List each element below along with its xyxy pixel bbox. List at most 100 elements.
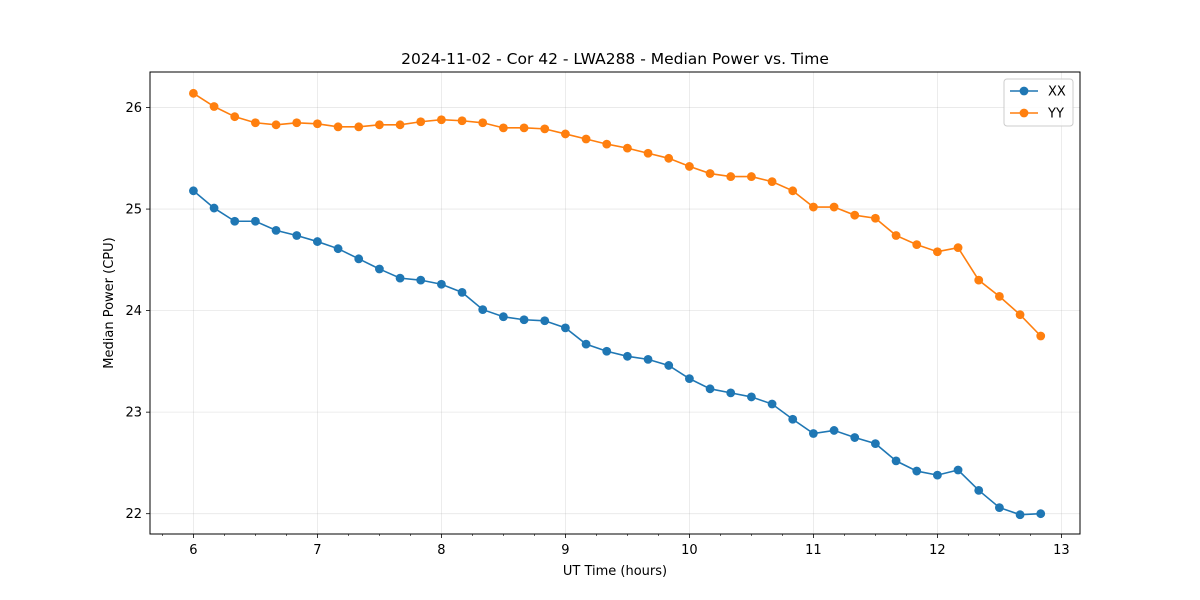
- data-point-yy: [292, 118, 302, 128]
- data-point-yy: [685, 162, 694, 171]
- data-point-yy: [519, 123, 529, 133]
- x-tick-label: 11: [805, 543, 822, 558]
- series-line-yy: [192, 92, 1042, 337]
- data-point-yy: [788, 186, 798, 196]
- data-point-yy: [457, 116, 467, 126]
- data-point-xx: [519, 315, 529, 325]
- data-point-xx: [850, 433, 860, 442]
- legend-label: XX: [1048, 85, 1066, 100]
- data-point-xx: [788, 414, 798, 424]
- data-point-yy: [478, 118, 488, 128]
- data-point-yy: [871, 213, 880, 223]
- data-point-xx: [747, 392, 756, 402]
- data-point-xx: [333, 244, 343, 254]
- data-point-xx: [685, 374, 694, 384]
- data-point-xx: [478, 305, 488, 314]
- y-tick-label: 23: [125, 406, 142, 421]
- data-point-yy: [933, 247, 942, 257]
- data-point-yy: [891, 231, 901, 240]
- y-tick-label: 25: [125, 203, 142, 218]
- data-point-xx: [292, 231, 302, 240]
- plot-frame: [149, 71, 1081, 535]
- data-point-yy: [354, 122, 364, 132]
- data-point-yy: [313, 119, 322, 129]
- data-point-yy: [809, 202, 818, 212]
- data-point-yy: [747, 172, 756, 181]
- x-tick-label: 12: [929, 543, 946, 558]
- data-point-yy: [1036, 331, 1046, 341]
- data-point-xx: [437, 279, 446, 289]
- legend-marker: [1019, 108, 1029, 118]
- data-point-xx: [271, 226, 281, 235]
- data-point-xx: [974, 485, 984, 495]
- data-point-xx: [499, 312, 508, 322]
- data-point-yy: [333, 122, 343, 132]
- data-point-yy: [581, 134, 591, 144]
- data-point-xx: [933, 470, 942, 480]
- legend-item-xx: XX: [1010, 85, 1066, 100]
- y-tick-label: 26: [125, 101, 142, 116]
- series-yy: [189, 88, 1046, 341]
- data-point-yy: [1015, 310, 1025, 320]
- data-point-xx: [602, 346, 612, 356]
- data-point-xx: [251, 216, 260, 226]
- data-point-xx: [230, 216, 240, 226]
- data-point-xx: [1036, 509, 1046, 519]
- data-point-xx: [829, 426, 839, 435]
- x-tick-label: 9: [561, 543, 569, 558]
- data-point-xx: [623, 351, 632, 361]
- legend-marker: [1019, 86, 1029, 96]
- data-point-xx: [871, 439, 880, 449]
- data-point-xx: [1015, 510, 1025, 520]
- data-point-yy: [416, 117, 426, 127]
- legend: XX YY: [1003, 78, 1074, 127]
- data-point-xx: [809, 429, 818, 438]
- data-point-xx: [375, 264, 384, 274]
- x-tick-label: 6: [189, 543, 197, 558]
- data-point-yy: [251, 118, 260, 128]
- data-point-yy: [705, 169, 715, 178]
- data-point-xx: [416, 275, 426, 285]
- data-point-yy: [767, 177, 777, 187]
- data-point-yy: [499, 123, 508, 133]
- data-point-xx: [561, 323, 570, 333]
- data-point-yy: [540, 124, 550, 134]
- y-axis-label: Median Power (CPU): [102, 237, 117, 368]
- data-point-xx: [891, 456, 901, 466]
- data-point-yy: [230, 112, 240, 122]
- legend-item-yy: YY: [1010, 107, 1064, 122]
- data-point-yy: [974, 275, 984, 285]
- x-tick-label: 8: [437, 543, 445, 558]
- data-point-xx: [767, 399, 777, 409]
- chart-title: 2024-11-02 - Cor 42 - LWA288 - Median Po…: [401, 50, 829, 68]
- data-point-xx: [354, 254, 364, 264]
- data-point-yy: [850, 210, 860, 220]
- data-point-yy: [602, 139, 612, 149]
- data-point-xx: [705, 384, 715, 394]
- data-point-yy: [395, 120, 405, 130]
- data-point-yy: [437, 115, 446, 125]
- data-point-yy: [726, 172, 736, 181]
- axis-ticks: 6 7 8 9 10 11 12 13 22 23 24 25 26: [125, 101, 1069, 558]
- data-point-yy: [829, 202, 839, 212]
- data-point-xx: [995, 503, 1004, 512]
- data-point-xx: [457, 287, 467, 297]
- data-point-yy: [995, 292, 1004, 301]
- data-point-xx: [912, 466, 922, 476]
- data-point-yy: [271, 120, 281, 130]
- data-point-yy: [623, 143, 632, 153]
- x-tick-label: 10: [681, 543, 698, 558]
- data-point-yy: [912, 240, 922, 250]
- data-point-xx: [189, 186, 198, 196]
- grid: [150, 72, 1080, 534]
- data-point-xx: [581, 339, 591, 349]
- data-point-yy: [561, 129, 570, 139]
- data-point-yy: [643, 148, 653, 158]
- legend-label: YY: [1047, 107, 1064, 122]
- data-point-xx: [209, 203, 219, 213]
- data-point-yy: [375, 120, 384, 130]
- data-point-yy: [953, 243, 963, 253]
- data-point-yy: [209, 102, 219, 111]
- x-axis-label: UT Time (hours): [563, 564, 667, 579]
